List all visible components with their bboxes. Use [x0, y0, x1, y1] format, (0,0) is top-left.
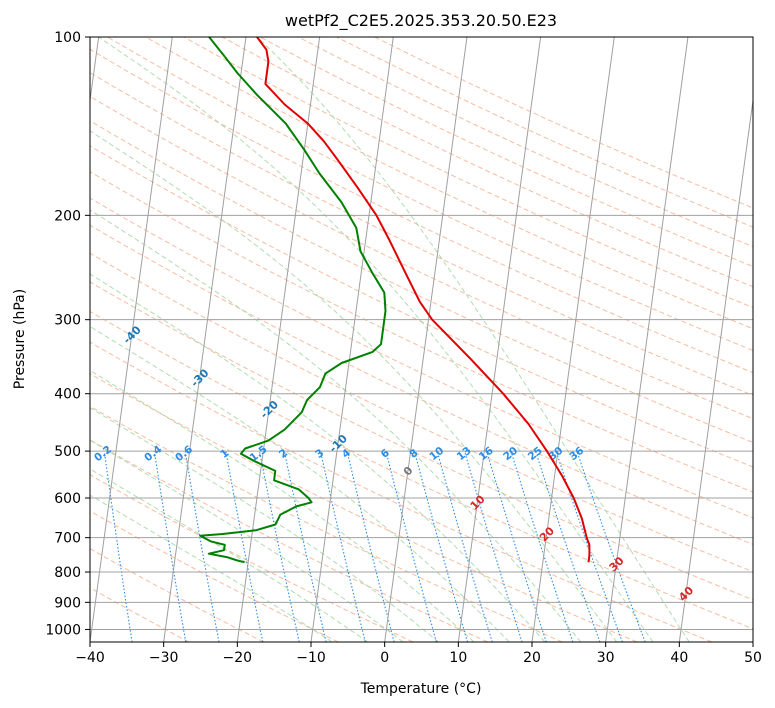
x-tick-label: 20	[523, 650, 541, 666]
y-axis-label: Pressure (hPa)	[12, 289, 28, 389]
dewpoint-profile	[199, 37, 387, 564]
x-axis-label: Temperature (°C)	[360, 681, 482, 697]
y-tick-label: 100	[54, 30, 81, 46]
y-tick-label: 600	[54, 491, 81, 507]
pressure-gridlines	[90, 37, 753, 630]
x-tick-label: −30	[149, 650, 179, 666]
dry-adiabat	[90, 310, 753, 630]
isotherm	[90, 37, 173, 642]
y-tick-label: 1000	[45, 622, 81, 638]
y-tick-label: 500	[54, 444, 81, 460]
dry-adiabat	[90, 171, 753, 493]
x-tick-label: 10	[449, 650, 467, 666]
isotherms	[90, 37, 753, 642]
x-tick-label: 40	[670, 650, 688, 666]
profile-series	[199, 37, 591, 564]
isotherm	[457, 37, 542, 642]
mixing-ratio-line	[413, 450, 469, 642]
mixing-ratio-line	[576, 450, 646, 642]
moist-adiabat	[90, 273, 546, 642]
y-tick-label: 400	[54, 387, 81, 403]
mixing-ratio-lines	[103, 450, 646, 642]
mixing-ratio-line	[258, 450, 300, 642]
x-tick-label: −10	[296, 650, 326, 666]
dry-adiabat	[90, 197, 753, 519]
mixing-ratio-line	[346, 450, 395, 642]
x-tick-label: −20	[223, 650, 253, 666]
dry-adiabat	[90, 145, 753, 468]
y-tick-label: 800	[54, 565, 81, 581]
dry-adiabat	[90, 281, 753, 601]
dry-adiabat	[90, 405, 563, 642]
moist-adiabat	[90, 439, 404, 642]
mixing-ratio-line	[555, 450, 623, 642]
plot-frame	[89, 36, 754, 643]
dry-adiabat	[90, 548, 264, 642]
temperature-profile	[256, 37, 591, 563]
mixing-ratio-line	[283, 450, 327, 642]
moist-adiabat	[98, 37, 654, 642]
y-tick-label: 200	[54, 208, 81, 224]
y-tick-label: 700	[54, 531, 81, 547]
x-tick-label: −40	[75, 650, 105, 666]
mixing-ratio-line	[319, 450, 366, 642]
x-tick-label: 0	[380, 650, 389, 666]
dry-adiabat	[90, 373, 638, 642]
moist-adiabat	[256, 37, 690, 642]
y-tick-label: 300	[54, 313, 81, 329]
isotherm	[236, 37, 321, 642]
isotherm	[531, 37, 615, 642]
isotherm	[163, 37, 247, 642]
y-tick-label: 900	[54, 595, 81, 611]
mixing-ratio-line	[464, 450, 523, 642]
dry-adiabat	[90, 587, 190, 642]
mixing-ratio-line	[385, 450, 437, 642]
dry-adiabat	[90, 341, 712, 642]
mixing-ratio-line	[535, 450, 601, 642]
chart-title: wetPf2_C2E5.2025.353.20.50.E23	[285, 11, 557, 31]
isotherm	[678, 96, 753, 642]
dry-adiabat	[90, 474, 414, 642]
dry-adiabat	[90, 439, 488, 642]
x-axis-ticks: −40 −30 −20 −10 0 10 20 30 40 50	[75, 642, 762, 666]
moist-adiabat	[90, 407, 439, 642]
x-tick-label: 30	[597, 650, 615, 666]
mixing-ratio-line	[510, 450, 574, 642]
dry-adiabat	[90, 224, 753, 545]
moist-adiabat	[90, 325, 510, 642]
moist-adiabat	[90, 468, 368, 642]
moist-adiabat	[90, 369, 475, 642]
isotherm	[384, 37, 468, 642]
x-tick-label: 50	[744, 650, 762, 666]
mixing-ratio-line	[486, 450, 547, 642]
plot-area: -100-90-80-70-60-50-40-30-20-10010203040…	[90, 37, 753, 642]
isotherm	[310, 37, 394, 642]
isotherm	[605, 37, 689, 642]
y-axis-ticks: 1000 900 800 700 600 500 400 300 200 100	[45, 30, 90, 638]
